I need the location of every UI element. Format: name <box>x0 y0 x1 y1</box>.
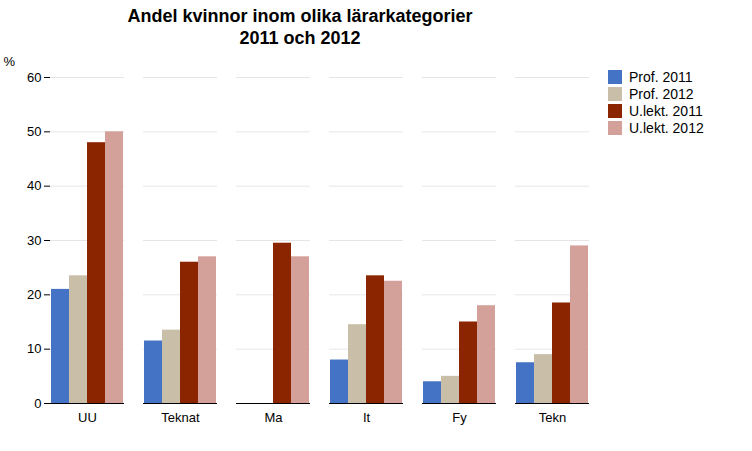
svg-text:UU: UU <box>78 410 97 425</box>
html-text:U.lekt. 2012: U.lekt. 2012 <box>629 120 704 137</box>
html-text:Prof. 2012: Prof. 2012 <box>629 86 694 103</box>
svg-text:Fy: Fy <box>452 410 467 425</box>
html-text:Prof. 2011: Prof. 2011 <box>629 69 693 86</box>
svg-text:40: 40 <box>27 179 41 194</box>
svg-text:It: It <box>363 410 371 425</box>
svg-text:Ma: Ma <box>264 410 283 425</box>
svg-text:50: 50 <box>27 124 41 139</box>
svg-text:%: % <box>4 54 16 69</box>
svg-text:60: 60 <box>27 70 41 85</box>
svg-text:0: 0 <box>34 396 41 411</box>
svg-text:Tekn: Tekn <box>539 410 566 425</box>
svg-text:10: 10 <box>27 342 41 357</box>
html-text:Andel kvinnor inom olika lärar: Andel kvinnor inom olika lärarkategorier… <box>127 6 473 48</box>
html-text:U.lekt. 2011: U.lekt. 2011 <box>629 103 703 120</box>
svg-text:Teknat: Teknat <box>161 410 200 425</box>
svg-text:30: 30 <box>27 233 41 248</box>
svg-text:20: 20 <box>27 287 41 302</box>
